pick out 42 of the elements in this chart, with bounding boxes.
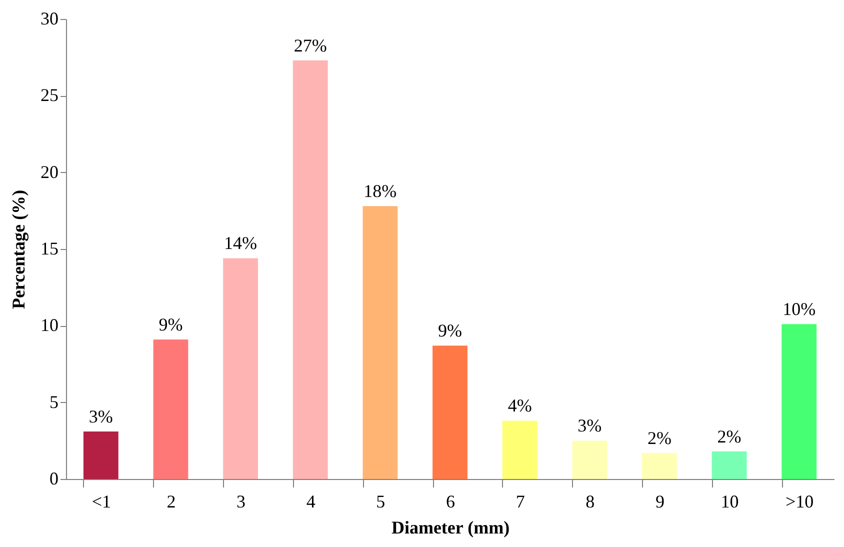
bar <box>153 339 188 479</box>
x-tick-label: >10 <box>786 492 814 512</box>
y-tick-label: 30 <box>40 8 58 28</box>
bar <box>83 431 118 479</box>
bar <box>572 440 608 479</box>
x-tick-label: 3 <box>236 492 246 512</box>
y-tick-label: 25 <box>40 85 58 106</box>
y-tick-label: 0 <box>50 468 58 488</box>
y-tick-label: 15 <box>40 238 58 258</box>
y-tick-label: 20 <box>40 162 58 182</box>
x-tick-label: <1 <box>92 492 111 512</box>
data-label: 4% <box>508 396 532 416</box>
data-label: 9% <box>158 314 183 334</box>
bar <box>712 451 747 479</box>
x-axis-title: Diameter (mm) <box>391 518 510 538</box>
x-tick-label: 6 <box>446 492 455 512</box>
data-label: 27% <box>294 35 327 56</box>
bar <box>362 206 398 479</box>
x-tick-label: 8 <box>586 492 595 512</box>
bar <box>223 258 258 479</box>
data-label: 2% <box>647 428 672 448</box>
data-label: 10% <box>782 299 816 320</box>
x-tick-label: 4 <box>306 492 316 512</box>
data-label: 18% <box>364 181 397 202</box>
data-label: 9% <box>438 320 462 341</box>
bar <box>642 452 677 479</box>
bar <box>432 346 468 479</box>
x-tick-label: 10 <box>720 492 739 512</box>
x-tick-label: 9 <box>655 492 664 512</box>
bar <box>502 420 538 479</box>
bar <box>292 60 328 479</box>
bar <box>782 324 817 479</box>
data-label: 14% <box>224 233 258 254</box>
data-label: 2% <box>717 426 742 446</box>
x-tick-label: 2 <box>166 492 176 512</box>
y-tick-label: 10 <box>40 315 58 336</box>
x-tick-label: 5 <box>376 492 386 512</box>
y-axis-title: Percentage (%) <box>8 190 28 310</box>
y-tick-label: 5 <box>50 392 58 412</box>
x-tick-label: 7 <box>516 492 525 512</box>
data-label: 3% <box>578 416 602 436</box>
data-label: 3% <box>88 406 113 426</box>
